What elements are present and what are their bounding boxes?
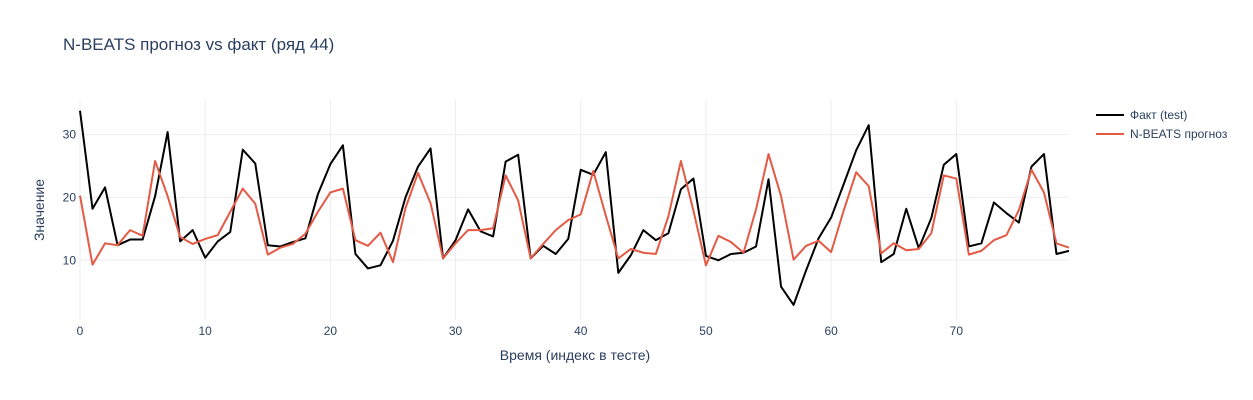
legend[interactable]: Факт (test) N-BEATS прогноз [1096,108,1228,141]
plot-area [79,110,1070,306]
series-line-actual [79,110,1070,306]
x-tick-label: 0 [77,324,84,338]
y-tick-label: 30 [63,128,77,142]
x-tick-label: 70 [950,324,964,338]
legend-label: Факт (test) [1130,108,1187,122]
grid [79,100,1069,320]
x-tick-label: 30 [449,324,463,338]
x-tick-label: 50 [699,324,713,338]
y-tick-label: 10 [63,253,77,267]
legend-label: N-BEATS прогноз [1130,127,1228,141]
y-axis-title: Значение [31,179,47,241]
x-axis-title: Время (индекс в тесте) [500,347,650,363]
chart-title: N-BEATS прогноз vs факт (ряд 44) [63,35,334,54]
x-tick-label: 20 [324,324,338,338]
y-axis-ticks: 10 20 30 [63,128,77,268]
legend-item-forecast[interactable]: N-BEATS прогноз [1096,127,1228,141]
x-tick-label: 60 [824,324,838,338]
x-tick-label: 10 [199,324,213,338]
y-tick-label: 20 [63,190,77,204]
series-line-forecast [79,153,1070,267]
legend-item-actual[interactable]: Факт (test) [1096,108,1187,122]
x-axis-ticks: 0 10 20 30 40 50 60 70 [77,324,964,338]
x-tick-label: 40 [574,324,588,338]
